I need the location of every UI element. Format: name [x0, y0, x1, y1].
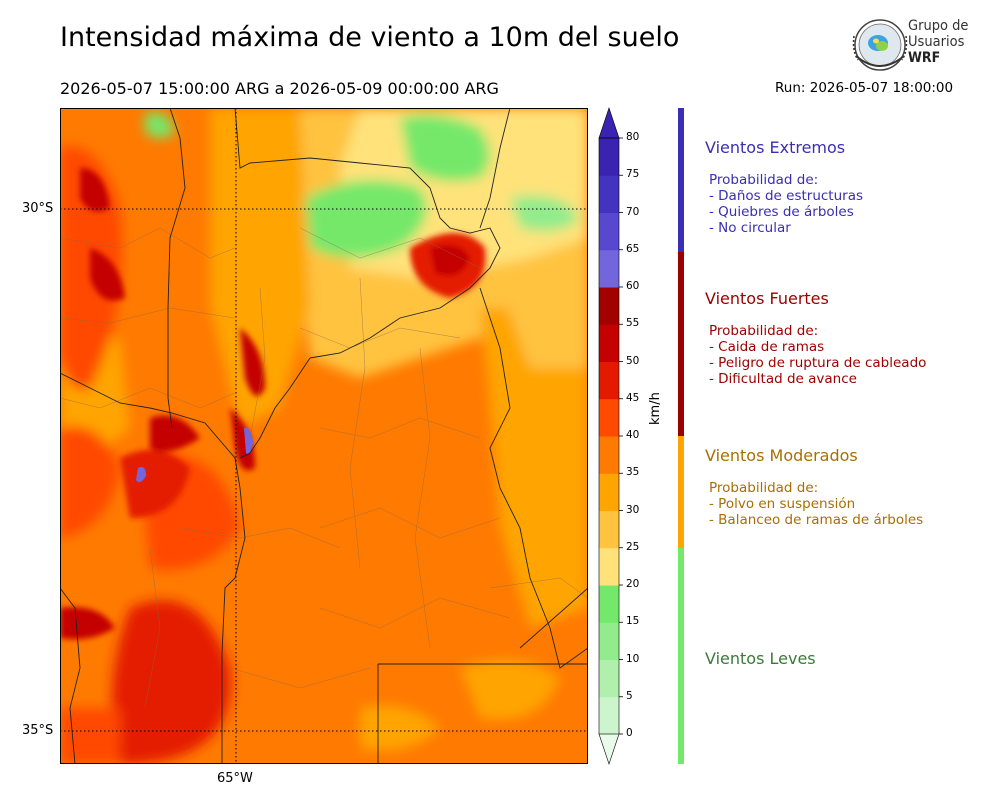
desc-line: - Peligro de ruptura de cableado: [709, 355, 927, 371]
wind-field-hotspots: [60, 168, 486, 640]
desc-line: - No circular: [709, 220, 791, 236]
category-desc-extremos: Probabilidad de: - Daños de estructuras …: [709, 172, 863, 236]
colorbar-bin: [599, 659, 619, 698]
colorbar-tick-label: 80: [626, 131, 640, 143]
graticule: [60, 108, 588, 764]
logo-line-1: Grupo de: [908, 18, 969, 34]
colorbar-tick-label: 35: [626, 466, 640, 479]
colorbar-tick-label: 10: [626, 652, 640, 665]
colorbar-tick-label: 30: [626, 503, 640, 516]
colorbar-tick-label: 75: [626, 168, 640, 181]
wind-map: [60, 108, 588, 764]
lat-label-35s: 35°S: [22, 723, 54, 738]
desc-line: Probabilidad de:: [709, 323, 819, 339]
colorbar-tick-label: 60: [626, 280, 640, 292]
map-title: Intensidad máxima de viento a 10m del su…: [60, 22, 680, 53]
colorbar-tick-label: 50: [626, 354, 640, 367]
desc-line: - Quiebres de árboles: [709, 204, 854, 220]
colorbar-bin: [599, 175, 619, 213]
desc-line: - Balanceo de ramas de árboles: [709, 512, 924, 528]
colorbar-tick-label: 25: [626, 540, 640, 553]
colorbar-tick-label: 70: [626, 205, 640, 218]
department-boundaries: [60, 227, 588, 709]
desc-line: - Daños de estructuras: [709, 188, 864, 204]
province-borders: [60, 108, 588, 764]
category-bar-moderados: [678, 436, 684, 548]
logo-brand: WRF: [908, 50, 941, 66]
globe-emblem-icon: [852, 19, 908, 71]
category-desc-fuertes: Probabilidad de: - Caida de ramas - Peli…: [709, 323, 926, 387]
colorbar-bin: [599, 287, 619, 325]
colorbar-tick-label: 20: [626, 578, 640, 590]
category-desc-moderados: Probabilidad de: - Polvo en suspensión -…: [709, 480, 923, 528]
colorbar-bin: [599, 138, 619, 176]
category-title-moderados: Vientos Moderados: [705, 446, 858, 465]
colorbar: [598, 107, 623, 765]
colorbar-extend-high: [598, 107, 620, 139]
colorbar-extend-low: [598, 733, 620, 765]
colorbar-bin: [599, 585, 619, 623]
colorbar-tick-label: 55: [626, 317, 640, 330]
desc-line: - Caida de ramas: [709, 339, 825, 355]
colorbar-tick-label: 65: [626, 242, 640, 255]
logo-text: Grupo de Usuarios WRF: [908, 18, 968, 66]
colorbar-bin: [599, 473, 619, 511]
desc-line: Probabilidad de:: [709, 480, 819, 496]
desc-line: - Polvo en suspensión: [709, 496, 856, 512]
extreme-wind-spot: [136, 467, 146, 483]
colorbar-bin: [599, 547, 619, 586]
colorbar-tick-label: 45: [626, 391, 640, 404]
lat-label-30s: 30°S: [22, 201, 54, 216]
colorbar-unit: km/h: [648, 392, 663, 425]
run-time: Run: 2026-05-07 18:00:00: [775, 80, 954, 96]
logo-line-2: Usuarios: [908, 34, 965, 50]
category-bar-leves: [678, 548, 684, 764]
colorbar-bin: [599, 436, 619, 474]
colorbar-bin: [599, 324, 619, 362]
category-title-fuertes: Vientos Fuertes: [705, 289, 829, 308]
colorbar-bin: [599, 212, 619, 251]
colorbar-bin: [599, 622, 619, 660]
category-title-leves: Vientos Leves: [705, 649, 816, 668]
category-title-extremos: Vientos Extremos: [705, 138, 846, 157]
desc-line: Probabilidad de:: [709, 172, 819, 188]
colorbar-tick-label: 40: [626, 429, 640, 441]
colorbar-tick-label: 15: [626, 615, 640, 628]
category-bar-fuertes: [678, 252, 684, 436]
colorbar-tick-label: 5: [626, 689, 633, 702]
category-bar-extremos: [678, 108, 684, 252]
colorbar-tick-label: 0: [626, 727, 633, 739]
forecast-period: 2026-05-07 15:00:00 ARG a 2026-05-09 00:…: [60, 79, 499, 98]
colorbar-bin: [599, 361, 619, 400]
desc-line: - Dificultad de avance: [709, 371, 857, 387]
map-frame: [60, 108, 588, 764]
colorbar-bin: [599, 510, 619, 549]
colorbar-bin: [599, 398, 619, 437]
colorbar-bin: [599, 249, 619, 288]
colorbar-bin: [599, 696, 619, 735]
lon-label-65w: 65°W: [217, 771, 253, 786]
